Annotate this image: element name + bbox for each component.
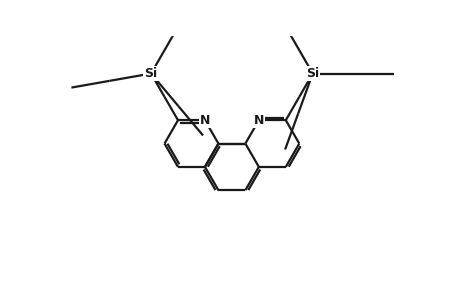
Text: N: N xyxy=(253,114,263,127)
Text: Si: Si xyxy=(306,67,319,80)
Text: N: N xyxy=(199,114,210,127)
Text: Si: Si xyxy=(144,67,157,80)
